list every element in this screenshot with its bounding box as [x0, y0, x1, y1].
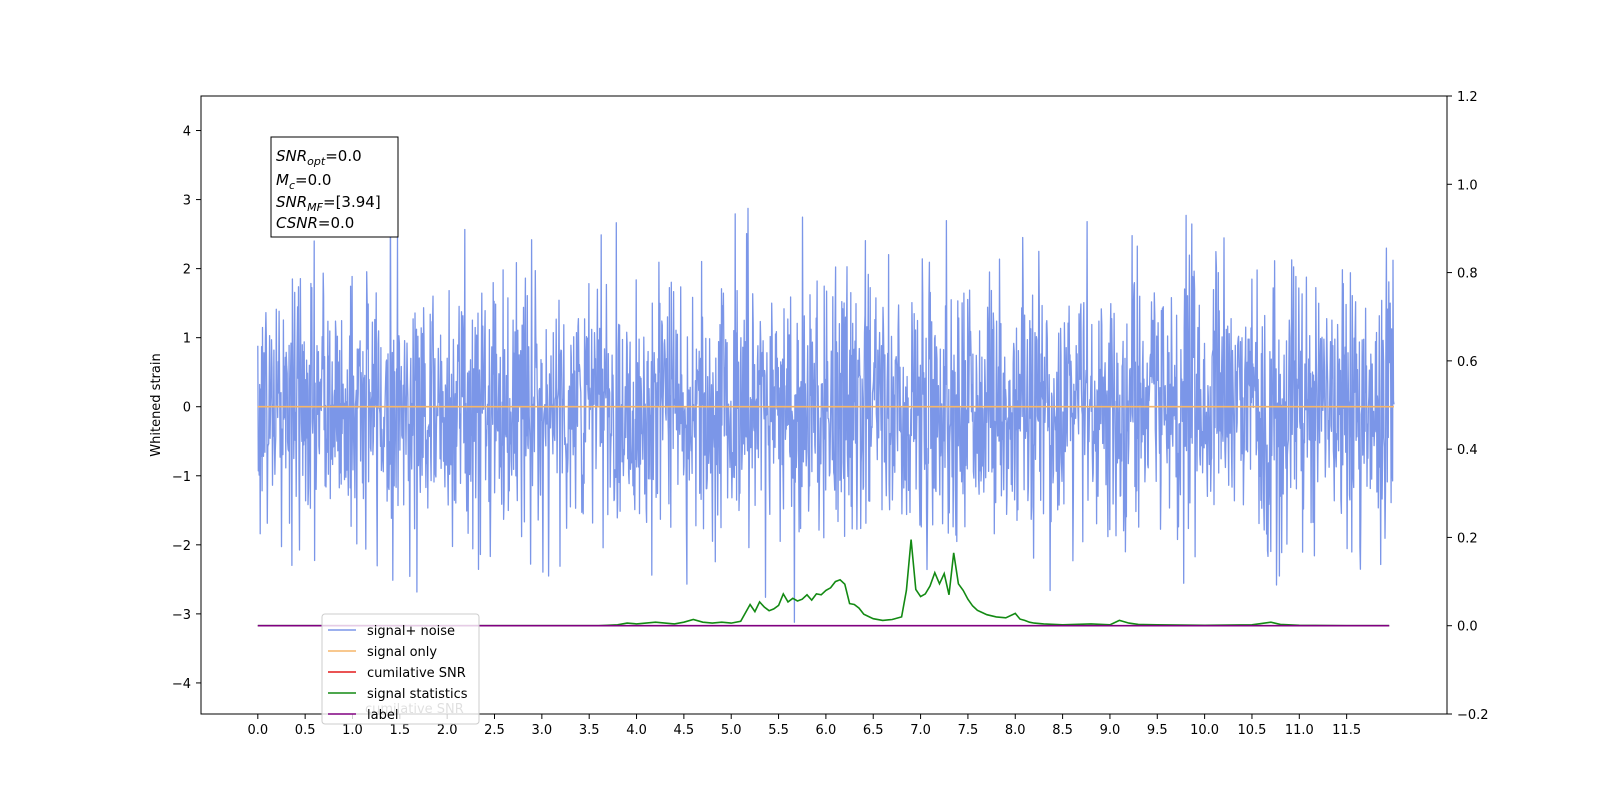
plot-frame	[200, 95, 1448, 715]
legend: cumilative SNR signal+ noise signal only c…	[321, 613, 480, 725]
legend-label: signal+ noise	[367, 624, 455, 639]
x-tick-label: 11.0	[1285, 723, 1314, 738]
y-left-tick-label: 0	[183, 401, 191, 416]
annotation-mc: Mc=0.0	[276, 171, 331, 192]
legend-frame	[321, 613, 480, 725]
y-right-tick-label: 0.4	[1457, 443, 1478, 458]
annotation-csnr: CSNR=0.0	[276, 214, 354, 232]
annotation-snr-mf: SNRMF=[3.94]	[276, 193, 381, 214]
x-tick-label: 10.0	[1190, 723, 1219, 738]
y-left-tick-label: 3	[183, 194, 191, 209]
signal-noise-line	[257, 194, 1395, 623]
x-tick-label: 1.5	[389, 723, 410, 738]
legend-ghost-text: cumilative SNR	[365, 702, 464, 717]
y-left-tick-label: 2	[183, 263, 191, 278]
x-tick-label: 3.5	[579, 723, 600, 738]
x-tick-label: 5.0	[721, 723, 742, 738]
x-tick-label: 5.5	[768, 723, 789, 738]
legend-label: cumilative SNR	[367, 666, 466, 681]
y-right-tick-label: 0.6	[1457, 355, 1478, 370]
x-tick-label: 6.5	[863, 723, 884, 738]
y-left-tick-label: −2	[172, 539, 191, 554]
x-axis: 0.0 0.5 1.0 1.5 2.0 2.5 3.0 3.5 4.0 4.5 5.0 5.5 6.0 6…	[247, 714, 1361, 738]
x-tick-label: 0.5	[295, 723, 316, 738]
y-left-tick-label: 4	[183, 125, 191, 140]
y-left-tick-label: −3	[172, 608, 191, 623]
annotation-snr-opt: SNRopt=0.0	[276, 147, 362, 168]
legend-label: label	[367, 708, 398, 723]
y-right-tick-label: 1.0	[1457, 178, 1478, 193]
x-tick-label: 6.0	[816, 723, 837, 738]
annotation-box: SNRopt=0.0 Mc=0.0 SNRMF=[3.94] CSNR=0.0	[270, 136, 399, 238]
x-tick-label: 7.5	[958, 723, 979, 738]
x-tick-label: 2.0	[437, 723, 458, 738]
x-tick-label: 1.0	[342, 723, 363, 738]
x-tick-label: 10.5	[1237, 723, 1266, 738]
y-left-tick-label: 1	[183, 332, 191, 347]
x-tick-label: 4.0	[626, 723, 647, 738]
x-tick-label: 9.0	[1100, 723, 1121, 738]
y-left-tick-label: −4	[172, 677, 191, 692]
y-right-tick-label: 0.2	[1457, 531, 1478, 546]
legend-label: signal statistics	[367, 687, 468, 702]
x-tick-label: 8.5	[1052, 723, 1073, 738]
legend-label: signal only	[367, 645, 437, 660]
x-tick-label: 4.5	[674, 723, 695, 738]
y-axis-label: Whitened strain	[149, 353, 164, 456]
y-left-tick-label: −1	[172, 470, 191, 485]
x-tick-label: 3.0	[532, 723, 553, 738]
x-tick-label: 9.5	[1147, 723, 1168, 738]
x-tick-label: 2.5	[484, 723, 505, 738]
x-tick-label: 7.0	[910, 723, 931, 738]
x-tick-label: 0.0	[247, 723, 268, 738]
y-axis-right: 1.2 1.0 0.8 0.6 0.4 0.2 0.0 −0.2	[1447, 90, 1489, 723]
series-signal-noise	[257, 194, 1395, 623]
series-line-3	[257, 539, 1390, 627]
y-right-tick-label: −0.2	[1457, 708, 1489, 723]
x-tick-label: 8.0	[1005, 723, 1026, 738]
y-right-tick-label: 1.2	[1457, 90, 1478, 105]
y-right-tick-label: 0.0	[1457, 620, 1478, 635]
x-tick-label: 11.5	[1332, 723, 1361, 738]
y-axis-left: 4 3 2 1 0 −1 −2 −3 −4	[172, 125, 201, 692]
annotation-box-frame	[270, 136, 399, 238]
y-right-tick-label: 0.8	[1457, 267, 1478, 282]
